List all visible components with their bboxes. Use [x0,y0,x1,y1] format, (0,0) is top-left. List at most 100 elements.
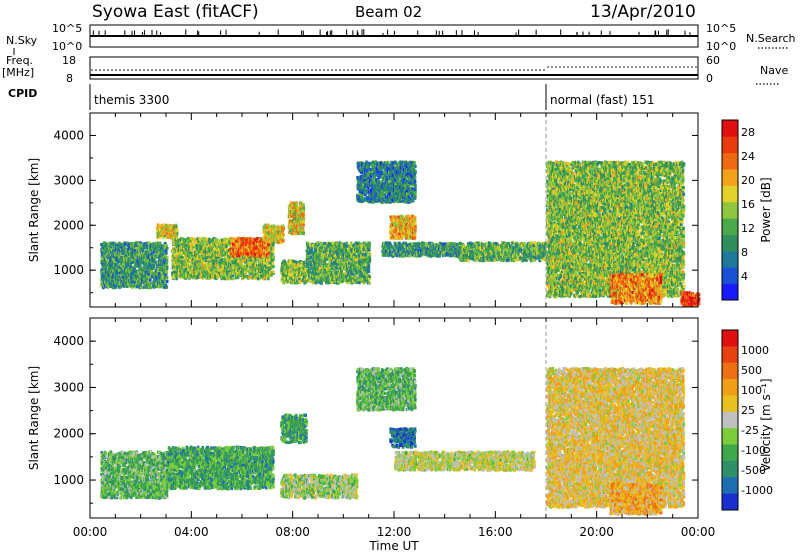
nave-point [475,69,477,71]
nave-point [243,69,245,71]
nave-point [351,69,353,71]
nave-point [551,66,553,68]
nave-point [123,69,125,71]
nave-point [595,66,597,68]
freq-strip-data [90,66,698,75]
nave-point [167,69,169,71]
nave-point [319,69,321,71]
nave-point [631,66,633,68]
nave-point [447,69,449,71]
nave-point [695,66,697,68]
nave-point [455,69,457,71]
nave-point [355,69,357,71]
nsearch-tick-top: 10^5 [706,22,736,35]
echo-cell [109,242,112,245]
nave-point [651,66,653,68]
nsky-label: N.Sky [6,34,38,47]
echo-cell [166,271,169,274]
nave-tick-top: 60 [706,54,720,67]
nave-point [443,69,445,71]
nave-point [187,69,189,71]
echo-cell [166,247,169,250]
nave-point [367,69,369,71]
nave-point [383,69,385,71]
nave-point [299,69,301,71]
cpid-label: CPID [8,87,37,100]
nave-point [583,66,585,68]
echo-cell [175,225,178,228]
nave-point [491,69,493,71]
figure: Syowa East (fitACF) Beam 02 13/Apr/2010 … [0,0,800,554]
nsky-strip-data [90,29,698,36]
nave-point [347,69,349,71]
nave-point [587,66,589,68]
nave-point [623,66,625,68]
echo-cell [192,243,195,246]
station-title: Syowa East (fitACF) [92,2,259,22]
nave-point [603,66,605,68]
nsearch-label: N.Search [746,32,796,45]
nave-point [315,69,317,71]
nave-point [591,66,593,68]
nave-point [139,69,141,71]
nave-point [515,69,517,71]
nave-point [507,69,509,71]
nsky-tick-top: 10^5 [52,22,82,35]
echo-cell [166,286,169,289]
echo-cell [173,271,176,274]
nave-point [499,69,501,71]
echo-cell [165,252,168,255]
freq-label-line2: [MHz] [2,66,34,79]
nave-point [663,66,665,68]
nave-point [251,69,253,71]
nave-point [215,69,217,71]
nave-point [639,66,641,68]
nave-point [107,69,109,71]
echo-cell [166,280,169,283]
nave-point [379,69,381,71]
nave-point [555,66,557,68]
nave-point [191,69,193,71]
nave-point [135,69,137,71]
nave-point [271,69,273,71]
nave-point [571,66,573,68]
freq-tick-bottom: 8 [66,72,73,85]
nave-point [575,66,577,68]
nave-point [119,69,121,71]
nave-point [467,69,469,71]
nave-point [235,69,237,71]
nave-point [307,69,309,71]
nave-point [439,69,441,71]
nave-point [415,69,417,71]
nave-point [487,69,489,71]
nave-point [339,69,341,71]
nave-point [627,66,629,68]
nave-point [619,66,621,68]
beam-title: Beam 02 [355,3,422,21]
echo-cell [139,263,142,266]
nave-point [535,69,537,71]
echo-cell [166,266,169,269]
nave-point [363,69,365,71]
nave-point [387,69,389,71]
nave-point [531,69,533,71]
echo-cell [175,277,178,280]
nave-point [247,69,249,71]
nave-point [207,69,209,71]
nave-point [267,69,269,71]
nave-point [523,69,525,71]
power-panel: 1000200030004000 Slant Range [km] [27,113,701,307]
nave-point [559,66,561,68]
nave-point [115,69,117,71]
nave-point [435,69,437,71]
nave-point [391,69,393,71]
nave-point [607,66,609,68]
nave-point [95,69,97,71]
nave-point [683,66,685,68]
nave-point [163,69,165,71]
nave-point [411,69,413,71]
nave-point [311,69,313,71]
nave-point [291,69,293,71]
nave-point [203,69,205,71]
nave-point [219,69,221,71]
